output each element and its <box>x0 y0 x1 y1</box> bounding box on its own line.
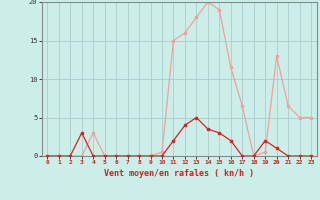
X-axis label: Vent moyen/en rafales ( kn/h ): Vent moyen/en rafales ( kn/h ) <box>104 169 254 178</box>
